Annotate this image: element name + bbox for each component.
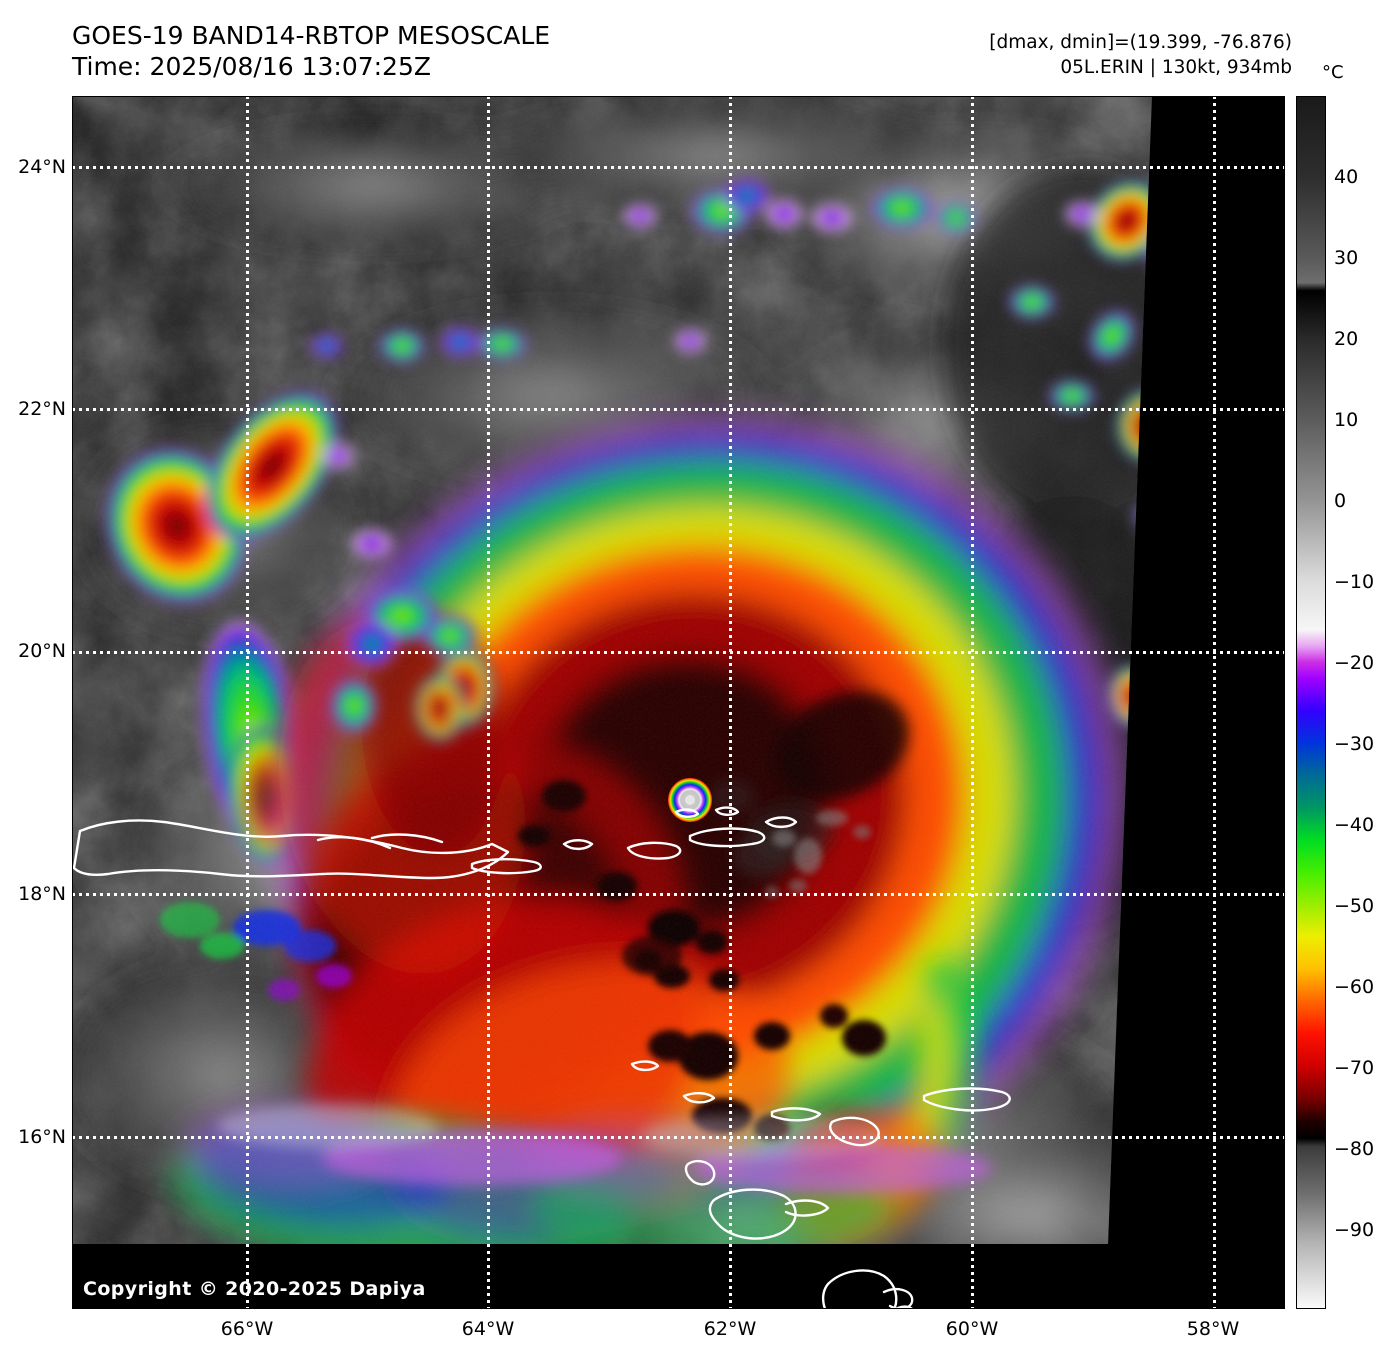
timestamp-label: Time: 2025/08/16 13:07:25Z [72, 52, 431, 81]
colorbar-tick-m30: −30 [1334, 733, 1375, 755]
page-title: GOES-19 BAND14-RBTOP MESOSCALE [72, 21, 551, 50]
colorbar-unit-label: °C [1322, 62, 1344, 83]
ytick-label-3: 18°N [18, 883, 66, 905]
colorbar-tick-m50: −50 [1334, 895, 1375, 917]
xtick-label-3: 60°W [945, 1318, 999, 1340]
colorbar-tick-m40: −40 [1334, 814, 1375, 836]
storm-info-label: 05L.ERIN | 130kt, 934mb [1060, 57, 1292, 78]
ytick-label-2: 20°N [18, 640, 66, 662]
temperature-colorbar[interactable] [1296, 96, 1326, 1309]
xtick-label-4: 58°W [1186, 1318, 1240, 1340]
dmax-dmin-label: [dmax, dmin]=(19.399, -76.876) [989, 32, 1292, 53]
ytick-label-0: 24°N [18, 156, 66, 178]
ytick-label-1: 22°N [18, 398, 66, 420]
colorbar-tick-m10: −10 [1334, 571, 1375, 593]
colorbar-tick-40: 40 [1334, 166, 1359, 188]
xtick-label-2: 62°W [703, 1318, 757, 1340]
colorbar-tick-0: 0 [1334, 490, 1347, 512]
colorbar-tick-m20: −20 [1334, 652, 1375, 674]
colorbar-tick-m80: −80 [1334, 1138, 1375, 1160]
colorbar-tick-m70: −70 [1334, 1057, 1375, 1079]
xtick-label-1: 64°W [461, 1318, 515, 1340]
colorbar-gradient [1297, 97, 1325, 1308]
satellite-imagery-raster [72, 96, 1285, 1309]
colorbar-tick-m60: −60 [1334, 976, 1375, 998]
copyright-label: Copyright © 2020-2025 Dapiya [83, 1278, 426, 1300]
ytick-label-4: 16°N [18, 1126, 66, 1148]
colorbar-tick-m90: −90 [1334, 1219, 1375, 1241]
colorbar-tick-20: 20 [1334, 328, 1359, 350]
colorbar-tick-30: 30 [1334, 247, 1359, 269]
header-meta-block: [dmax, dmin]=(19.399, -76.876) 05L.ERIN … [989, 30, 1292, 80]
header-title-block: GOES-19 BAND14-RBTOP MESOSCALE Time: 202… [72, 20, 550, 82]
xtick-label-0: 66°W [220, 1318, 274, 1340]
satellite-plot-area[interactable] [72, 96, 1285, 1309]
colorbar-tick-10: 10 [1334, 409, 1359, 431]
